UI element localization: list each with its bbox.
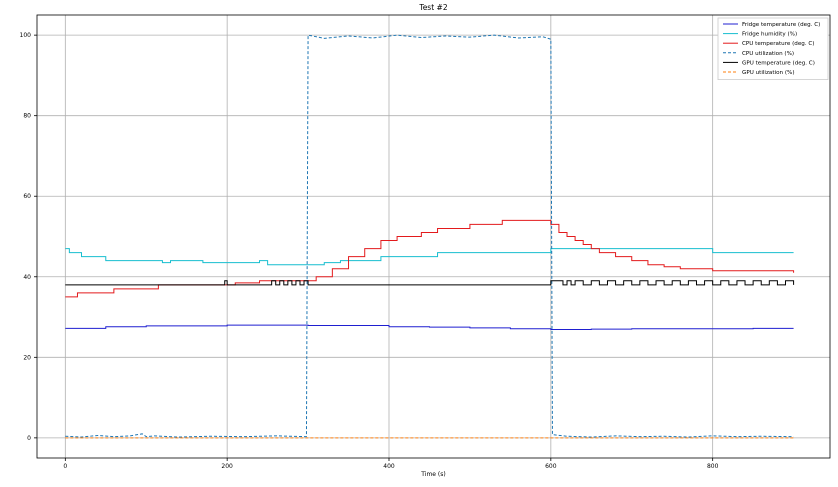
series-line-5 [65, 280, 795, 286]
y-tick-label: 60 [23, 193, 31, 200]
y-tick-label: 40 [23, 274, 31, 281]
legend: Fridge temperature (deg. C) Fridge humidi… [717, 17, 829, 80]
x-tick-label: 200 [221, 463, 233, 470]
y-tick-label: 80 [23, 113, 31, 120]
legend-label: GPU utilization (%) [742, 70, 795, 76]
legend-box [717, 17, 829, 80]
x-tick-label: 0 [63, 463, 67, 470]
series-line-2 [65, 248, 794, 266]
legend-label: CPU utilization (%) [742, 51, 794, 57]
x-tick-label: 600 [545, 463, 557, 470]
series-line-4 [65, 34, 794, 438]
axis-ticks: 0 200 400 600 800 0 20 40 60 80 100 [20, 32, 719, 470]
chart-title: Test #2 [418, 3, 447, 12]
legend-label: Fridge temperature (deg. C) [742, 22, 820, 28]
legend-label: Fridge humidity (%) [742, 32, 797, 38]
x-tick-label: 800 [707, 463, 719, 470]
legend-label: CPU temperature (deg. C) [742, 41, 814, 47]
series-line-1 [65, 324, 794, 331]
legend-label: GPU temperature (deg. C) [742, 60, 815, 66]
plot-frame [36, 14, 831, 459]
y-tick-label: 0 [27, 435, 31, 442]
x-axis-label: Time (s) [420, 471, 445, 478]
series-group [65, 34, 795, 439]
grid [37, 15, 830, 458]
x-tick-label: 400 [383, 463, 395, 470]
y-tick-label: 20 [23, 354, 31, 361]
y-tick-label: 100 [20, 32, 32, 39]
series-line-3 [65, 219, 795, 298]
